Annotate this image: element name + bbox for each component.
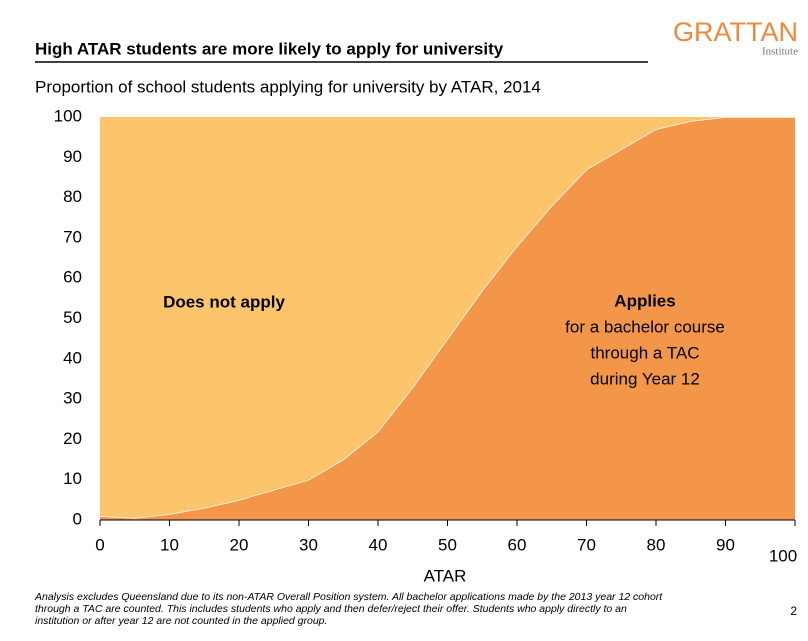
x-tick-label: 50	[438, 535, 457, 554]
area	[100, 117, 795, 518]
y-tick-label: 30	[63, 389, 82, 408]
chart-title: High ATAR students are more likely to ap…	[35, 39, 504, 58]
x-axis-label: ATAR	[424, 566, 467, 585]
page-number: 2	[790, 604, 797, 618]
chart-subtitle: Proportion of school students applying f…	[35, 77, 541, 96]
x-tick-label: 60	[508, 535, 527, 554]
y-tick-label: 90	[63, 147, 82, 166]
x-tick-label: 0	[95, 535, 104, 554]
logo: GRATTAN	[673, 17, 798, 47]
y-tick-label: 100	[54, 106, 82, 125]
annotation: through a TAC	[591, 343, 700, 362]
y-tick-label: 60	[63, 268, 82, 287]
x-tick-label: 70	[577, 535, 596, 554]
plot	[99, 116, 795, 520]
y-tick-label: 80	[63, 187, 82, 206]
area	[100, 117, 795, 520]
x-tick-label: 30	[299, 535, 318, 554]
logo-sub: Institute	[762, 46, 798, 58]
x-tick-label: 80	[647, 535, 666, 554]
y-tick-label: 10	[63, 469, 82, 488]
x-tick-label: 20	[230, 535, 249, 554]
y-tick-label: 20	[63, 429, 82, 448]
x-tick-label: 40	[369, 535, 388, 554]
footnote: institution or after year 12 are not cou…	[35, 615, 327, 627]
y-tick-label: 70	[63, 227, 82, 246]
annotation: during Year 12	[590, 369, 700, 388]
annotation: for a bachelor course	[565, 317, 725, 336]
y-tick-label: 40	[63, 348, 82, 367]
y-tick-label: 0	[73, 509, 82, 528]
x-tick-label: 90	[716, 535, 735, 554]
series-label: Applies	[614, 291, 675, 310]
series-label: Does not apply	[163, 292, 285, 311]
x-tick-label: 10	[160, 535, 179, 554]
footnote: Analysis excludes Queensland due to its …	[34, 591, 663, 603]
x-tick-label: 100	[769, 546, 797, 565]
footnote: through a TAC are counted. This includes…	[35, 603, 627, 615]
y-tick-label: 50	[63, 308, 82, 327]
